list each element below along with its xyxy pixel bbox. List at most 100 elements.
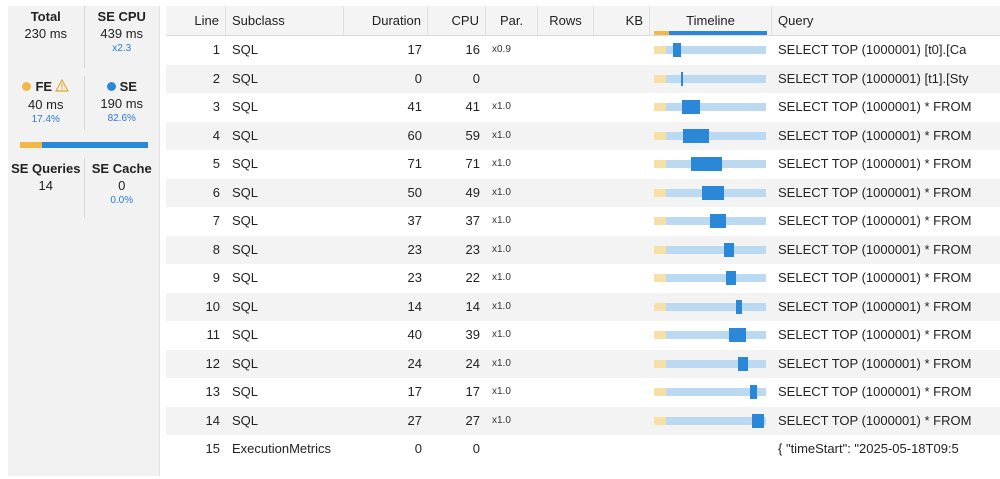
duration-cell: 14 [407, 298, 422, 314]
table-row[interactable]: 10 SQL 14 14 x1.0 SELECT TOP (1000001) * FROM [166, 292, 1000, 322]
timeline-fe-track [654, 160, 666, 168]
kb-cell [594, 36, 650, 65]
timeline-track [666, 245, 766, 254]
table-row[interactable]: 5 SQL 71 71 x1.0 SELECT TOP (1000001) * FROM [166, 150, 1000, 179]
cpu-cell: 59 [465, 127, 480, 143]
query-cell: SELECT TOP (1000001) * FROM [778, 298, 972, 314]
line-cell: 12 [205, 355, 220, 371]
rows-cell [538, 321, 594, 350]
se-queries-title: SE Queries [11, 161, 81, 176]
cpu-cell: 14 [465, 298, 480, 314]
par-cell: x1.0 [492, 186, 511, 198]
par-cell: x1.0 [492, 357, 511, 369]
fe-value: 40 ms [28, 97, 64, 112]
timeline-fe-track [654, 245, 666, 254]
warning-icon[interactable] [55, 78, 70, 96]
par-cell: x1.0 [492, 101, 511, 112]
cpu-cell: 39 [465, 327, 480, 342]
table-row[interactable]: 9 SQL 23 22 x1.0 SELECT TOP (1000001) * FROM [166, 264, 1000, 293]
line-cell: 3 [212, 99, 220, 114]
subclass-cell: SQL [232, 99, 259, 114]
column-header-duration[interactable]: Duration [344, 6, 428, 35]
table-row[interactable]: 1 SQL 17 16 x0.9 SELECT TOP (1000001) [t0].[C… [166, 36, 1000, 65]
cpu-cell: 23 [465, 241, 480, 257]
duration-cell: 17 [407, 384, 422, 399]
line-cell: 9 [212, 270, 220, 285]
par-cell: x1.0 [492, 215, 511, 226]
line-cell: 10 [205, 298, 220, 314]
timeline-track [666, 131, 766, 140]
cpu-cell: 41 [465, 99, 480, 114]
fe-se-ratio-bar [20, 142, 148, 148]
column-header-rows[interactable]: Rows [538, 6, 594, 35]
timeline-cell [650, 264, 772, 293]
duration-cell: 0 [414, 441, 422, 456]
se-cpu-title: SE CPU [97, 9, 146, 24]
table-row[interactable]: 12 SQL 24 24 x1.0 SELECT TOP (1000001) * FROM [166, 349, 1000, 379]
rows-cell [538, 179, 594, 208]
cpu-cell: 27 [465, 412, 480, 428]
total-title: Total [30, 9, 61, 24]
column-header-timeline[interactable]: Timeline [650, 6, 772, 35]
column-header-line[interactable]: Line [166, 6, 226, 35]
se-cpu-ratio: x2.3 [112, 43, 132, 54]
fe-cell: FE 40 ms 17.4% [8, 76, 84, 130]
subclass-cell: SQL [232, 127, 259, 143]
rows-cell [538, 65, 594, 94]
table-row[interactable]: 2 SQL 0 0 SELECT TOP (1000001) [t1].[Sty [166, 64, 1000, 94]
subclass-cell: SQL [232, 241, 259, 257]
timeline-cell [650, 207, 772, 236]
se-queries-value: 14 [38, 178, 53, 193]
rows-cell [538, 350, 594, 379]
table-row[interactable]: 13 SQL 17 17 x1.0 SELECT TOP (1000001) * FROM [166, 378, 1000, 407]
rows-cell [538, 293, 594, 322]
table-row[interactable]: 4 SQL 60 59 x1.0 SELECT TOP (1000001) * FROM [166, 121, 1000, 150]
par-cell: x1.0 [492, 158, 511, 169]
par-cell: x1.0 [492, 272, 511, 283]
column-header-kb[interactable]: KB [594, 6, 650, 35]
table-row[interactable]: 8 SQL 23 23 x1.0 SELECT TOP (1000001) * FROM [166, 235, 1000, 264]
timeline-segment [681, 71, 683, 86]
timeline-cell [650, 435, 772, 464]
table-row[interactable]: 6 SQL 50 49 x1.0 SELECT TOP (1000001) * FROM [166, 178, 1000, 208]
se-cpu-cell: SE CPU 439 ms x2.3 [83, 6, 160, 68]
table-row[interactable]: 15 ExecutionMetrics 0 0 { "timeStart": "2025… [166, 435, 1000, 464]
timeline-fe-track [654, 388, 666, 396]
se-cell: SE 190 ms 82.6% [83, 76, 160, 130]
column-header-par[interactable]: Par. [486, 6, 538, 35]
kb-cell [594, 150, 650, 179]
timeline-track [666, 46, 766, 54]
timeline-fe-track [654, 74, 666, 83]
table-row[interactable]: 11 SQL 40 39 x1.0 SELECT TOP (1000001) * FROM [166, 321, 1000, 350]
se-cache-title: SE Cache [91, 161, 152, 176]
timeline-track [666, 331, 766, 339]
se-value: 190 ms [100, 96, 144, 111]
column-header-query[interactable]: Query [778, 13, 814, 28]
timeline-cell [650, 350, 772, 379]
kb-cell [594, 207, 650, 236]
cpu-cell: 22 [465, 270, 480, 285]
kb-cell [594, 321, 650, 350]
cpu-cell: 49 [465, 184, 480, 200]
table-row[interactable]: 14 SQL 27 27 x1.0 SELECT TOP (1000001) * FROM [166, 406, 1000, 436]
column-header-cpu[interactable]: CPU [428, 6, 486, 35]
kb-cell [594, 93, 650, 122]
timeline-segment [726, 271, 736, 285]
rows-cell [538, 435, 594, 464]
timeline-fe-track [654, 274, 666, 282]
timeline-cell [650, 293, 772, 322]
timeline-header-fe [654, 31, 669, 35]
timeline-track [666, 74, 766, 83]
fe-title: FE [35, 79, 53, 94]
timeline-cell [650, 36, 772, 65]
line-cell: 13 [205, 384, 220, 399]
timeline-cell [650, 407, 772, 436]
table-row[interactable]: 3 SQL 41 41 x1.0 SELECT TOP (1000001) * FROM [166, 93, 1000, 122]
column-header-subclass[interactable]: Subclass [226, 6, 344, 35]
par-cell: x1.0 [492, 129, 511, 141]
subclass-cell: SQL [232, 384, 259, 399]
timeline-segment [752, 413, 764, 428]
timeline-track [666, 103, 766, 111]
table-row[interactable]: 7 SQL 37 37 x1.0 SELECT TOP (1000001) * FROM [166, 207, 1000, 236]
timeline-fe-track [654, 416, 666, 425]
